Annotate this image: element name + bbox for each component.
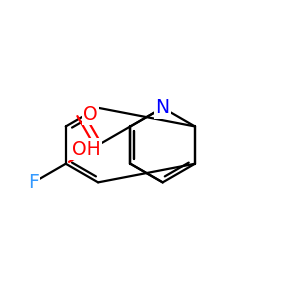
Text: N: N bbox=[156, 98, 170, 117]
Text: O: O bbox=[83, 105, 98, 124]
Text: F: F bbox=[28, 173, 39, 192]
Text: OH: OH bbox=[72, 140, 101, 159]
